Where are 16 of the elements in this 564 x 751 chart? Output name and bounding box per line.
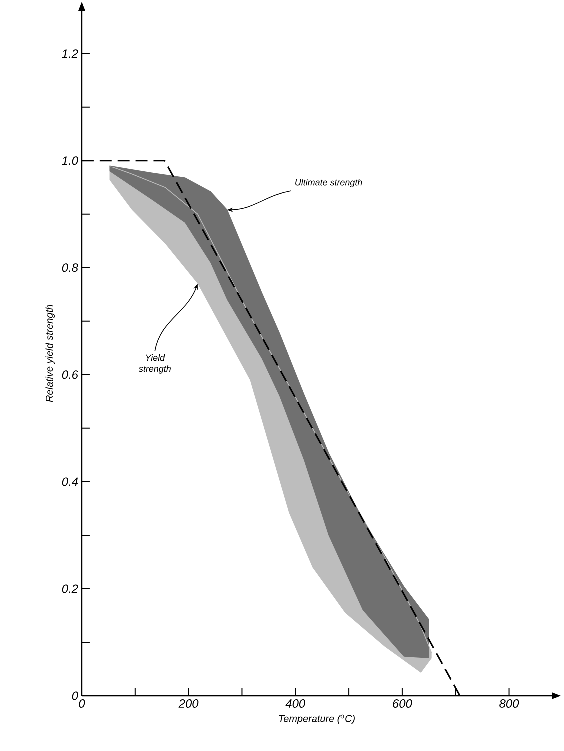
y-tick-label: 0 xyxy=(72,692,78,700)
annotation: Yield strength xyxy=(138,354,171,374)
x-tick-label: 400 xyxy=(286,700,306,708)
x-tick-label: 800 xyxy=(500,700,520,708)
y-tick-label: 0.8 xyxy=(62,264,78,272)
annotation: Ultimate strength xyxy=(296,179,362,188)
y-tick-label: 0.4 xyxy=(62,478,78,486)
x-tick-label: 0 xyxy=(79,700,86,708)
y-tick-label: 0.6 xyxy=(62,370,78,380)
y-tick-label: 1.0 xyxy=(62,156,78,166)
x-tick-label: 600 xyxy=(393,700,412,708)
x-axis-title: Temperature ($^{o}$C) xyxy=(279,714,355,724)
x-tick-label: 200 xyxy=(178,700,199,708)
y-tick-label: 0.2 xyxy=(62,584,78,594)
y-tick-label: 1.2 xyxy=(62,50,78,58)
y-axis-title: Relative yield strength xyxy=(46,304,56,402)
